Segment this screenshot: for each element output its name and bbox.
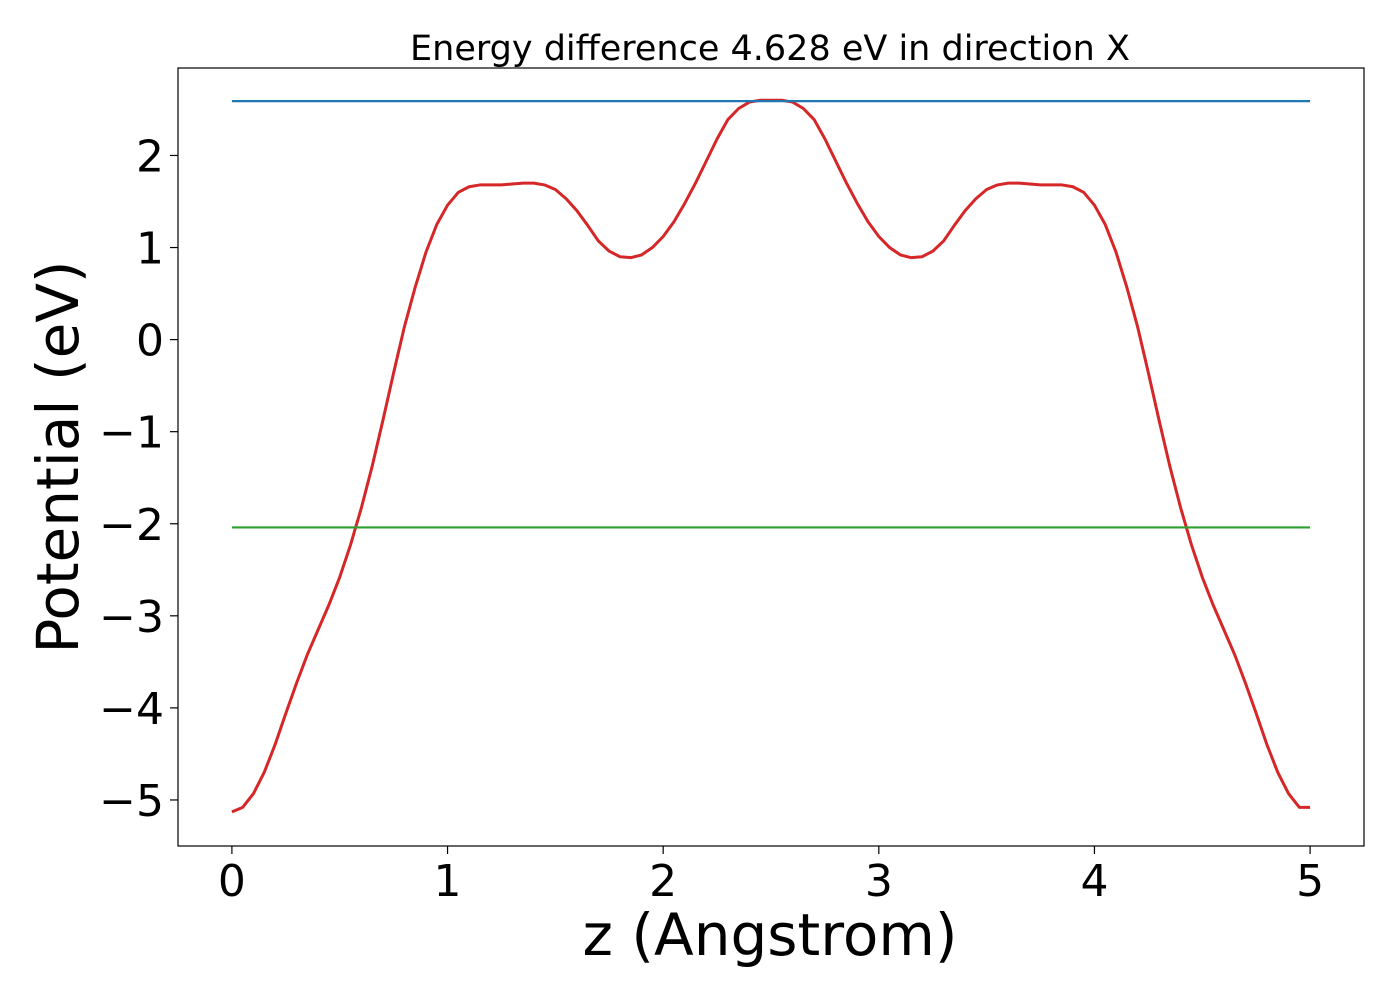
- x-tick-label: 3: [865, 856, 893, 907]
- x-tick-label: 0: [218, 856, 246, 907]
- y-tick-label: −2: [99, 500, 164, 551]
- x-axis-label: z (Angstrom): [583, 901, 958, 969]
- x-tick-label: 4: [1080, 856, 1108, 907]
- x-axis: 0 1 2 3 4 5: [218, 846, 1324, 907]
- y-axis-label: Potential (eV): [24, 260, 92, 653]
- y-tick-label: −1: [99, 408, 164, 459]
- y-axis: 2 1 0 −1 −2 −3 −4 −5: [99, 131, 178, 827]
- x-tick-label: 5: [1296, 856, 1324, 907]
- y-tick-label: 1: [136, 224, 164, 275]
- y-tick-label: 2: [136, 131, 164, 182]
- chart-title: Energy difference 4.628 eV in direction …: [410, 29, 1130, 69]
- y-tick-label: −3: [99, 592, 164, 643]
- series-layer: [231, 98, 1311, 814]
- plot-frame: [177, 67, 1365, 847]
- x-tick-label: 2: [649, 856, 677, 907]
- y-tick-label: 0: [136, 316, 164, 367]
- y-tick-label: −5: [99, 776, 164, 827]
- x-tick-label: 1: [434, 856, 462, 907]
- y-tick-label: −4: [99, 684, 164, 735]
